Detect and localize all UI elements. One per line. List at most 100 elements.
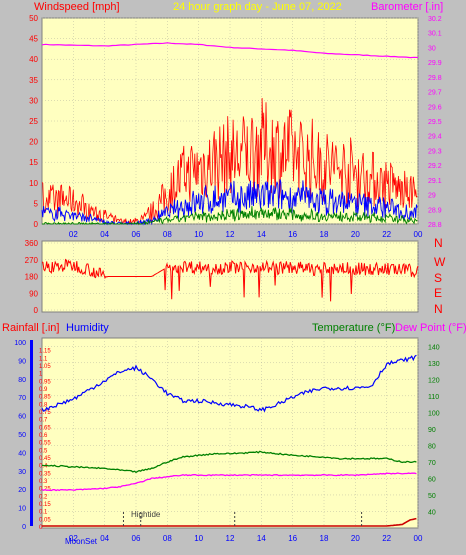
barometer-tick-label: 29.5 [428, 119, 442, 126]
temperature-axis: 40 50 60 70 80 90 100 110 120 130 140 [428, 344, 440, 516]
wind-low-line [42, 206, 418, 226]
humidity-tick-label: 10 [18, 506, 26, 513]
temperature-time-axis: 02 04 06 08 10 12 14 16 18 20 22 00 [69, 534, 423, 543]
barometer-tick-label: 29.2 [428, 163, 442, 170]
temperature-time-tick-label: 20 [351, 534, 360, 543]
barometer-tick-label: 28.8 [428, 222, 442, 229]
compass-letter: N [434, 302, 443, 316]
temperature-time-tick-label: 04 [100, 534, 109, 543]
barometer-axis: 28.8 28.9 29 29.1 29.2 29.3 29.4 29.5 29.6 29.7 29… [428, 16, 442, 229]
compass-letter: S [434, 271, 442, 285]
rain-tick-label: 0 [39, 525, 43, 531]
temperature-time-tick-label: 10 [194, 534, 203, 543]
barometer-tick-label: 30 [428, 45, 436, 52]
rainfall-title: Rainfall [.in] [2, 322, 59, 334]
temperature-tick-label: 50 [428, 493, 436, 500]
barometer-tick-label: 29 [428, 193, 436, 200]
wind-time-tick-label: 14 [257, 230, 266, 239]
barometer-line [41, 42, 419, 59]
temperature-tick-label: 60 [428, 476, 436, 483]
rain-tick-label: 0.5 [39, 448, 48, 454]
temperature-time-tick-label: 06 [132, 534, 141, 543]
wind-time-tick-label: 12 [226, 230, 235, 239]
windspeed-tick-label: 10 [29, 179, 38, 188]
humidity-title: Humidity [66, 322, 109, 334]
windspeed-tick-label: 45 [29, 35, 38, 44]
barometer-tick-label: 29.6 [428, 104, 442, 111]
direction-axis: 0 90 180 270 360 [25, 239, 39, 315]
humidity-tick-label: 30 [18, 469, 26, 476]
windspeed-title: Windspeed [mph] [34, 1, 120, 13]
humidity-tick-label: 70 [18, 395, 26, 402]
barometer-tick-label: 29.9 [428, 60, 442, 67]
temperature-time-tick-label: 18 [320, 534, 329, 543]
windspeed-tick-label: 35 [29, 76, 38, 85]
humidity-tick-label: 90 [18, 358, 26, 365]
temperature-tick-label: 70 [428, 460, 436, 467]
humidity-tick-label: 50 [18, 432, 26, 439]
compass-letter: E [434, 286, 442, 300]
moonset-label: MoonSet [65, 537, 98, 546]
wind-time-tick-label: 18 [320, 230, 329, 239]
humidity-line [41, 354, 417, 413]
temperature-time-tick-label: 16 [288, 534, 297, 543]
barometer-tick-label: 29.3 [428, 148, 442, 155]
windspeed-tick-label: 30 [29, 96, 38, 105]
rain-tick-label: 0.95 [39, 379, 51, 385]
rain-tick-label: 0.35 [39, 471, 51, 477]
temperature-tick-label: 90 [428, 427, 436, 434]
temperature-tick-label: 130 [428, 361, 440, 368]
temperature-line [41, 450, 417, 474]
windspeed-tick-label: 15 [29, 158, 38, 167]
humidity-tick-label: 100 [14, 340, 26, 347]
temperature-tick-label: 40 [428, 509, 436, 516]
rain-tick-label: 0.3 [39, 479, 48, 485]
barometer-tick-label: 29.7 [428, 90, 442, 97]
temperature-title: Temperature (°F) [312, 322, 395, 334]
temperature-time-tick-label: 22 [382, 534, 391, 543]
wind-time-tick-label: 08 [163, 230, 172, 239]
temperature-time-tick-label: 02 [69, 534, 78, 543]
barometer-tick-label: 29.8 [428, 75, 442, 82]
rain-humidity-temp-plot-area [41, 337, 419, 529]
temperature-time-tick-label: 14 [257, 534, 266, 543]
barometer-tick-label: 28.9 [428, 207, 442, 214]
temperature-tick-label: 140 [428, 344, 440, 351]
wind-time-tick-label: 00 [414, 230, 423, 239]
temperature-time-tick-label: 12 [226, 534, 235, 543]
hightide-label: Hightide [131, 510, 161, 519]
barometer-tick-label: 29.4 [428, 134, 442, 141]
temperature-series [41, 354, 417, 527]
rain-tick-label: 0.55 [39, 441, 51, 447]
humidity-tick-label: 20 [18, 487, 26, 494]
windspeed-tick-label: 0 [34, 220, 39, 229]
wind-series [41, 42, 419, 226]
direction-tick-label: 180 [25, 273, 39, 282]
wind-time-tick-label: 16 [288, 230, 297, 239]
wind-time-tick-label: 22 [382, 230, 391, 239]
wind-gust-line [41, 97, 418, 226]
rain-tick-label: 1 [39, 372, 43, 378]
rain-tick-label: 1.05 [39, 364, 51, 370]
rain-tick-label: 0.65 [39, 425, 51, 431]
wind-time-tick-label: 02 [69, 230, 78, 239]
direction-tick-label: 270 [25, 256, 39, 265]
windspeed-tick-label: 50 [29, 14, 38, 23]
wind-direction-line [41, 258, 419, 302]
windspeed-tick-label: 20 [29, 138, 38, 147]
rain-tick-label: 1.15 [39, 349, 51, 355]
barometer-tick-label: 29.1 [428, 178, 442, 185]
rain-tick-label: 0.6 [39, 433, 48, 439]
rain-tick-label: 0.9 [39, 387, 48, 393]
rain-tick-label: 1.1 [39, 356, 48, 362]
rain-tick-label: 0.4 [39, 464, 48, 470]
compass-letter: N [434, 236, 443, 250]
temperature-tick-label: 80 [428, 443, 436, 450]
humidity-tick-label: 0 [22, 524, 26, 531]
barometer-tick-label: 30.1 [428, 31, 442, 38]
temperature-tick-label: 110 [428, 394, 439, 401]
rain-tick-label: 0.2 [39, 494, 48, 500]
rain-tick-label: 0.7 [39, 418, 48, 424]
